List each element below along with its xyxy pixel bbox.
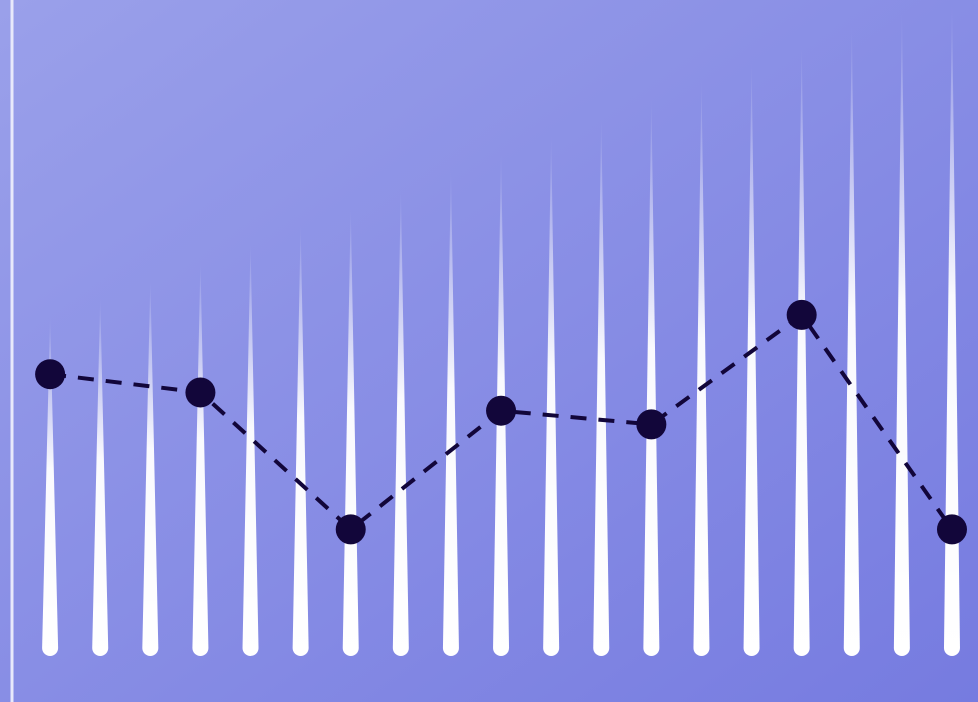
spike-9	[442, 168, 459, 656]
spikes-layer	[42, 0, 960, 657]
data-point-3	[335, 514, 366, 545]
data-point-5	[636, 409, 667, 440]
spike-15	[743, 59, 760, 656]
spike-3	[142, 278, 159, 656]
spike-14	[693, 77, 710, 657]
data-point-2	[185, 377, 216, 408]
markers-layer	[35, 299, 967, 545]
data-point-4	[486, 395, 517, 426]
data-point-1	[35, 359, 66, 390]
spike-6	[292, 223, 309, 656]
data-point-6	[786, 299, 817, 330]
data-point-7	[936, 514, 967, 545]
spike-18	[893, 9, 910, 656]
spike-13	[643, 95, 660, 656]
spike-2	[92, 296, 109, 656]
spike-1	[42, 314, 59, 656]
spike-5	[242, 241, 259, 656]
spike-16	[793, 41, 810, 656]
spike-19	[943, 0, 960, 656]
spike-17	[843, 22, 860, 657]
spike-12	[593, 114, 610, 656]
spike-4	[192, 260, 209, 656]
spike-8	[392, 187, 409, 657]
spike-11	[543, 132, 560, 657]
